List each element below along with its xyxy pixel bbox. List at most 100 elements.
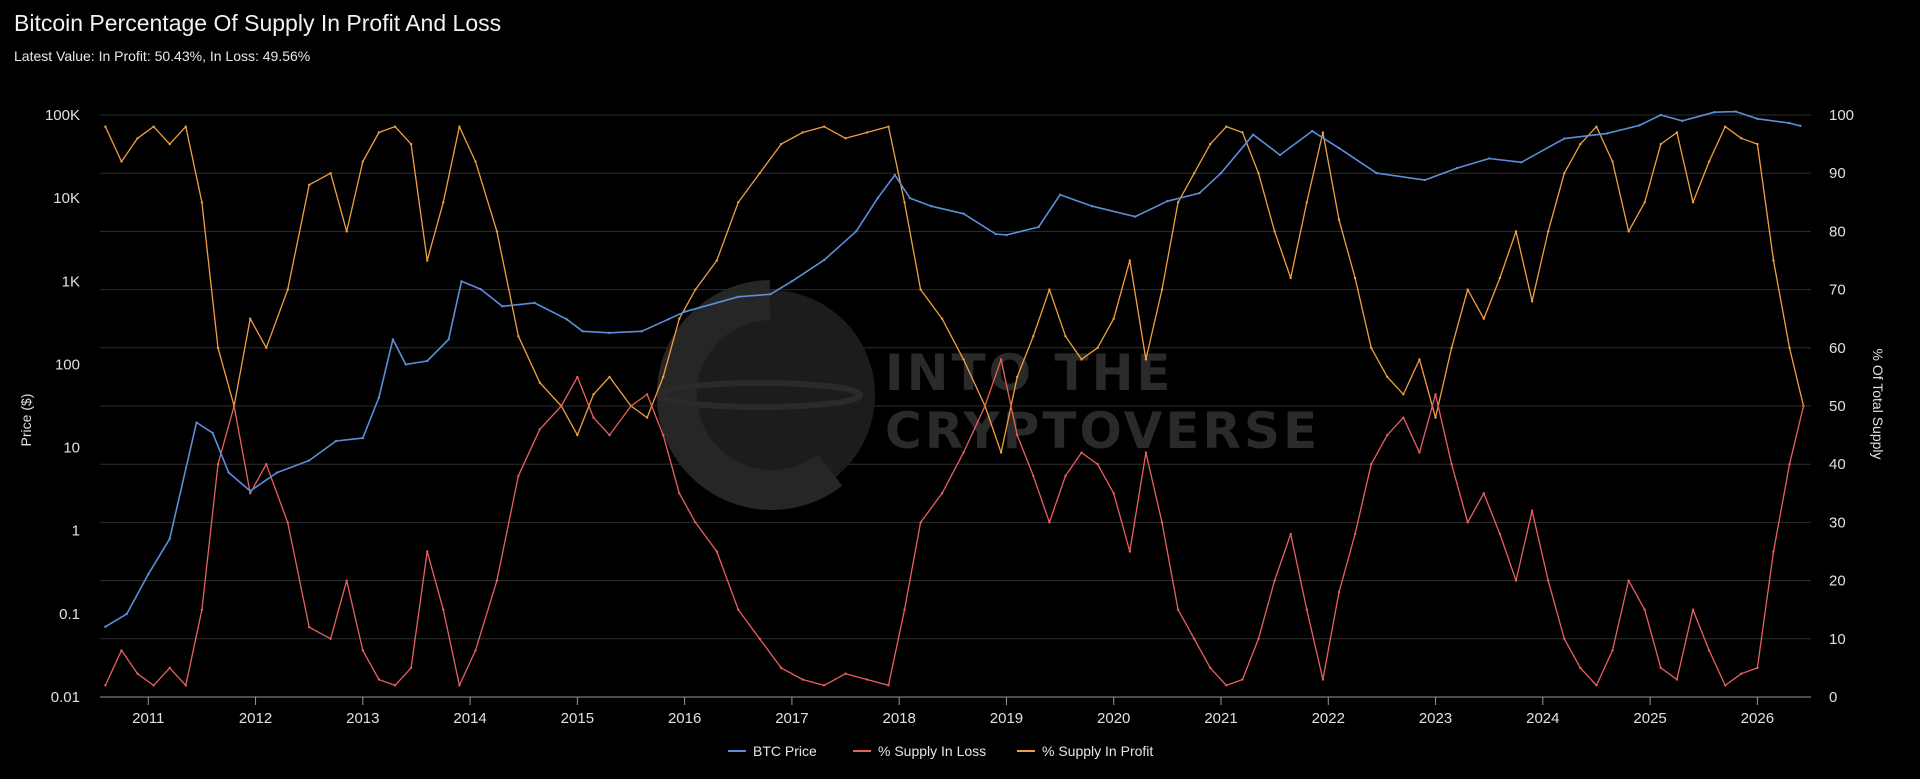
data-point [1734, 110, 1738, 113]
y-right-tick-label: 90 [1829, 165, 1846, 182]
y-right-tick-label: 60 [1829, 340, 1846, 357]
data-point [425, 550, 429, 553]
data-point [1166, 199, 1169, 203]
data-point [715, 259, 719, 262]
data-point [1756, 117, 1759, 121]
data-point [1546, 579, 1550, 582]
data-point [1402, 416, 1405, 419]
data-point [1799, 124, 1802, 128]
data-point [1605, 132, 1609, 135]
data-point [168, 666, 171, 670]
data-point [404, 363, 407, 366]
data-point [1241, 131, 1244, 134]
data-point [1723, 684, 1727, 687]
data-point [1251, 133, 1255, 136]
data-point [919, 288, 922, 291]
data-point [495, 230, 499, 233]
data-point [1740, 137, 1743, 140]
data-point [1128, 259, 1132, 262]
data-point [887, 125, 890, 128]
data-point [1192, 637, 1196, 640]
data-point [501, 305, 504, 308]
data-point [361, 436, 365, 440]
data-point [1225, 684, 1228, 687]
data-point [120, 649, 123, 652]
data-point [1675, 678, 1679, 681]
x-tick-label: 2023 [1419, 710, 1452, 727]
data-point [779, 666, 783, 670]
x-tick-label: 2012 [239, 710, 272, 727]
data-point [1482, 317, 1486, 320]
data-point [576, 375, 579, 379]
data-point [999, 451, 1003, 454]
x-tick-label: 2017 [775, 710, 808, 727]
data-point [1595, 684, 1598, 687]
data-point [1772, 259, 1775, 262]
data-point [1638, 124, 1641, 127]
y-axis-left-label: Price ($) [18, 394, 34, 447]
data-point [865, 131, 869, 134]
data-point [1520, 161, 1523, 164]
data-point [608, 331, 611, 335]
data-point [592, 393, 595, 396]
data-point [1563, 137, 1566, 140]
data-point [1450, 463, 1453, 466]
data-point [779, 142, 783, 146]
data-point [661, 375, 665, 379]
data-point [1659, 113, 1663, 117]
data-point [683, 310, 686, 313]
data-point [661, 433, 665, 437]
data-point [1015, 433, 1019, 437]
data-point [447, 338, 450, 341]
data-point [678, 317, 681, 320]
data-point [136, 137, 139, 140]
data-point [865, 678, 869, 681]
data-point [458, 125, 461, 128]
data-point [104, 625, 107, 628]
data-point [1707, 649, 1711, 652]
x-tick-label: 2015 [561, 710, 594, 727]
data-point [1128, 550, 1132, 553]
data-point [1788, 121, 1791, 125]
x-tick-label: 2021 [1204, 710, 1237, 727]
data-point [517, 474, 520, 478]
data-point [962, 358, 965, 361]
data-point [1310, 129, 1314, 133]
data-point [533, 301, 536, 305]
data-point [377, 678, 381, 681]
legend-item-label: BTC Price [753, 743, 817, 759]
data-point [715, 550, 719, 553]
data-point [1305, 608, 1309, 611]
data-point [104, 684, 107, 687]
data-point [940, 317, 944, 320]
data-point [517, 334, 520, 338]
data-point [345, 579, 348, 582]
y-axis-right-label: % Of Total Supply [1870, 348, 1886, 459]
chart-subtitle: Latest Value: In Profit: 50.43%, In Loss… [14, 48, 311, 64]
data-point [345, 230, 348, 233]
data-point [377, 131, 381, 134]
data-point [1096, 346, 1099, 349]
data-point [1498, 276, 1502, 280]
data-point [1466, 521, 1469, 524]
data-point [1563, 172, 1566, 175]
data-point [1337, 218, 1341, 221]
x-tick-label: 2026 [1741, 710, 1774, 727]
data-point [227, 471, 230, 474]
y-left-tick-label: 0.01 [51, 689, 80, 706]
data-point [1530, 300, 1534, 303]
data-point [1681, 119, 1684, 123]
data-point [893, 173, 897, 177]
data-point [1273, 579, 1276, 582]
data-point [1487, 157, 1491, 160]
data-point [307, 459, 311, 462]
data-point [1788, 346, 1791, 349]
data-point [495, 579, 499, 582]
data-point [903, 608, 906, 611]
data-point [474, 649, 477, 652]
data-point [1289, 276, 1292, 280]
data-point [538, 428, 542, 431]
data-point [694, 521, 697, 524]
data-point [576, 433, 579, 437]
data-point [1278, 153, 1282, 157]
